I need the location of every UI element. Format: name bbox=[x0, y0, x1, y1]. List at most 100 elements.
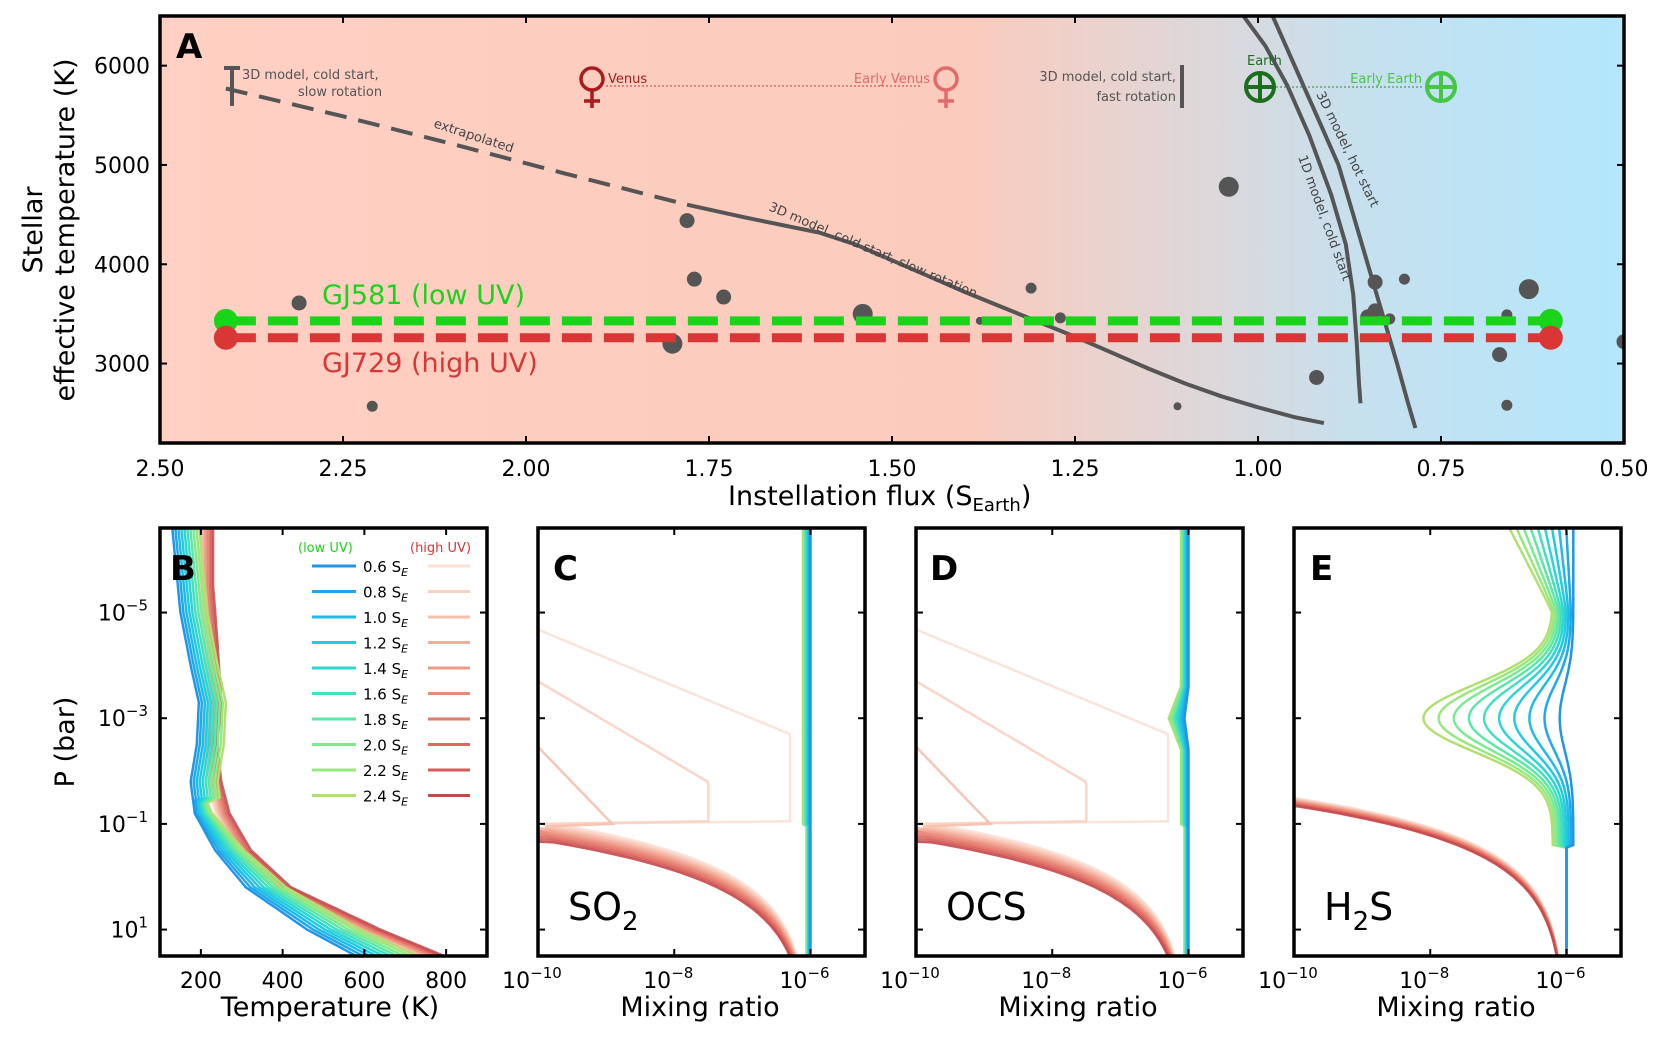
mixing-profile-high-uv bbox=[1294, 804, 1558, 956]
temperature-profile-low-uv bbox=[174, 528, 364, 956]
model-curve-0 bbox=[225, 86, 688, 207]
x-tick-label: 0.75 bbox=[1417, 457, 1466, 482]
panel-b-ylabel: P (bar) bbox=[50, 697, 81, 788]
mixing-profile-high-uv bbox=[538, 835, 793, 956]
mixing-profile-high-uv bbox=[916, 830, 1173, 956]
planet-point bbox=[679, 213, 695, 229]
panel-c-xlabel: Mixing ratio bbox=[620, 992, 779, 1023]
mixing-profile-high-uv bbox=[538, 628, 798, 956]
panel-a-ylabel-2: effective temperature (K) bbox=[50, 59, 81, 402]
x-tick-label: 1.00 bbox=[1234, 457, 1283, 482]
planet-point bbox=[716, 289, 732, 305]
panel-b-frame bbox=[158, 526, 489, 958]
panel-d: 10−10 10−8 10−6 D OCS Mixing ratio bbox=[880, 526, 1245, 1023]
slow-rotation-label-2: slow rotation bbox=[298, 85, 382, 100]
earth-label: Earth bbox=[1247, 54, 1282, 69]
panel-a-label: A bbox=[176, 27, 203, 67]
mixing-profile-high-uv bbox=[916, 628, 1176, 956]
panel-d-label: D bbox=[930, 549, 958, 589]
x-tick-label: 400 bbox=[262, 969, 304, 994]
planet-point bbox=[1616, 334, 1624, 350]
mixing-profile-high-uv bbox=[538, 745, 797, 956]
mixing-profile-high-uv bbox=[538, 830, 795, 956]
fast-rotation-label-2: fast rotation bbox=[1096, 90, 1176, 105]
legend-entry: 1.0 SE bbox=[363, 609, 408, 630]
planet-point bbox=[291, 295, 307, 311]
venus-symbol bbox=[579, 66, 605, 108]
legend-entry: 1.2 SE bbox=[363, 635, 408, 656]
panel-b-label: B bbox=[170, 549, 196, 589]
panel-c-label: C bbox=[553, 549, 578, 589]
panel-e-species: H2S bbox=[1324, 885, 1393, 937]
planet-point bbox=[686, 271, 702, 287]
y-tick-label: 6000 bbox=[94, 55, 150, 80]
model-curve-2 bbox=[1241, 16, 1363, 404]
panel-d-species: OCS bbox=[946, 885, 1027, 929]
x-tick-label: 10−6 bbox=[779, 964, 829, 994]
panel-d-xlabel: Mixing ratio bbox=[998, 992, 1157, 1023]
legend-high-uv-header: (high UV) bbox=[410, 541, 471, 556]
model-curve-3 bbox=[1270, 16, 1418, 429]
planet-point bbox=[366, 400, 378, 412]
legend-low-uv-header: (low UV) bbox=[298, 541, 353, 556]
planet-point bbox=[1492, 347, 1508, 363]
temperature-profile-low-uv bbox=[191, 528, 405, 956]
star-track-start-1 bbox=[213, 325, 238, 350]
temperature-profile-low-uv bbox=[171, 528, 357, 956]
temperature-profile-low-uv bbox=[197, 528, 419, 956]
gj581-label: GJ581 (low UV) bbox=[322, 280, 525, 311]
slow-rotation-label-1: 3D model, cold start, bbox=[242, 68, 379, 83]
x-tick-label: 200 bbox=[180, 969, 222, 994]
planet-point bbox=[1054, 312, 1066, 324]
x-tick-label: 10−10 bbox=[502, 964, 562, 994]
mixing-profile-high-uv bbox=[916, 840, 1169, 956]
mixing-profile-high-uv bbox=[916, 837, 1170, 956]
planet-point bbox=[1309, 369, 1325, 385]
x-tick-label: 10−8 bbox=[1399, 964, 1449, 994]
mixing-profile-low-uv bbox=[1183, 528, 1190, 956]
planet-point bbox=[975, 316, 984, 325]
x-tick-label: 10−6 bbox=[1157, 964, 1207, 994]
temperature-profile-low-uv bbox=[183, 528, 384, 956]
panel-b-legend: 0.6 SE 0.8 SE 1.0 SE 1.2 SE 1.4 SE 1.6 SE 1.8 … bbox=[312, 558, 470, 809]
planet-point bbox=[1501, 399, 1513, 411]
legend-entry: 2.2 SE bbox=[363, 762, 408, 783]
x-tick-label: 2.25 bbox=[319, 457, 368, 482]
mixing-profile-high-uv bbox=[916, 835, 1171, 956]
panel-e: 10−10 10−8 10−6 E H2S Mixing ratio bbox=[1258, 526, 1623, 1023]
mixing-profile-high-uv bbox=[538, 679, 797, 956]
legend-entry: 1.8 SE bbox=[363, 711, 408, 732]
panel-a-xlabel: Instellation flux (SEarth) bbox=[728, 481, 1031, 516]
panel-c-frame bbox=[536, 526, 867, 958]
panel-a: 2.50 2.25 2.00 1.75 1.50 1.25 1.00 0.75 0.50 3000… bbox=[18, 14, 1649, 516]
y-tick-label: 10−5 bbox=[98, 597, 148, 627]
mixing-profile-high-uv bbox=[916, 745, 1175, 956]
mixing-profile-high-uv bbox=[916, 829, 1173, 956]
panel-d-frame bbox=[914, 526, 1245, 958]
x-tick-label: 1.75 bbox=[685, 457, 734, 482]
x-tick-label: 0.50 bbox=[1600, 457, 1649, 482]
mixing-profile-high-uv bbox=[916, 832, 1172, 956]
panel-e-xlabel: Mixing ratio bbox=[1376, 992, 1535, 1023]
mixing-profile-high-uv bbox=[538, 829, 795, 956]
temperature-profile-low-uv bbox=[177, 528, 371, 956]
planet-point bbox=[1518, 279, 1539, 300]
star-track-end-0 bbox=[1538, 308, 1563, 333]
x-tick-label: 10−6 bbox=[1535, 964, 1585, 994]
temperature-profile-low-uv bbox=[188, 528, 398, 956]
x-tick-label: 10−8 bbox=[1021, 964, 1071, 994]
x-tick-label: 2.00 bbox=[502, 457, 551, 482]
temperature-profile-low-uv bbox=[180, 528, 378, 956]
y-tick-label: 3000 bbox=[94, 353, 150, 378]
x-tick-label: 2.50 bbox=[136, 457, 185, 482]
fast-rotation-label-1: 3D model, cold start, bbox=[1039, 70, 1176, 85]
panel-e-label: E bbox=[1310, 549, 1333, 589]
mixing-profile-high-uv bbox=[538, 827, 796, 956]
x-tick-label: 1.25 bbox=[1051, 457, 1100, 482]
early-earth-label: Early Earth bbox=[1350, 72, 1422, 87]
legend-entry: 2.4 SE bbox=[363, 788, 408, 809]
y-tick-label: 10−3 bbox=[98, 702, 148, 732]
x-tick-label: 10−10 bbox=[880, 964, 940, 994]
y-tick-label: 5000 bbox=[94, 154, 150, 179]
